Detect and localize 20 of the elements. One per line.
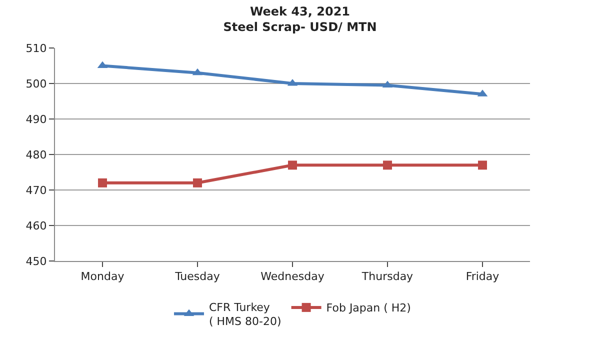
x-tick-label: Friday bbox=[466, 270, 500, 284]
x-tick-label: Tuesday bbox=[174, 270, 220, 284]
point bbox=[288, 160, 297, 170]
legend-label: CFR Turkey ( HMS 80-20) bbox=[209, 300, 282, 328]
y-tick-label: 460 bbox=[26, 219, 47, 232]
y-tick-label: 510 bbox=[26, 42, 47, 55]
point bbox=[383, 160, 392, 170]
x-tick-label: Monday bbox=[80, 270, 125, 284]
point bbox=[193, 178, 202, 188]
y-tick-label: 490 bbox=[26, 112, 47, 126]
point bbox=[98, 178, 107, 188]
chart-title: Week 43, 2021 Steel Scrap- USD/ MTN bbox=[223, 4, 377, 34]
point bbox=[478, 160, 487, 170]
x-tick-label: Wednesday bbox=[260, 270, 325, 284]
y-tick-label: 470 bbox=[26, 184, 47, 197]
y-tick-label: 450 bbox=[26, 254, 47, 268]
legend-label: Fob Japan ( H2) bbox=[326, 302, 411, 315]
x-tick-label: Thursday bbox=[360, 270, 414, 284]
y-tick-label: 480 bbox=[26, 148, 47, 162]
y-tick-label: 500 bbox=[26, 77, 47, 90]
